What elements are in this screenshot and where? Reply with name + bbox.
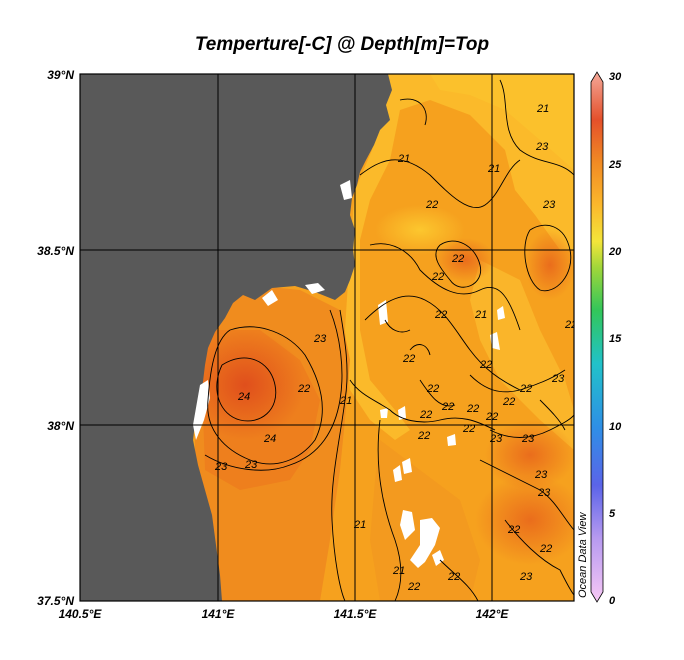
contour-label: 23 — [551, 373, 565, 385]
map-frame — [79, 73, 575, 602]
contour-label-group: 21 21 23 22 21 23 22 22 21 22 24 23 22 2… — [214, 103, 577, 593]
sea-cool-region — [430, 74, 574, 170]
contour-label: 22 — [419, 409, 432, 421]
lat-tick-label: 38.5°N — [37, 244, 74, 258]
colorbar-ramp — [590, 71, 604, 603]
colorbar-tick-label: 30 — [609, 71, 622, 83]
lon-tick-label: 142°E — [476, 607, 510, 621]
contour-label: 23 — [521, 433, 535, 445]
contour-label: 23 — [313, 333, 327, 345]
contour-label: 24 — [237, 391, 250, 403]
contour-label: 22 — [447, 571, 460, 583]
sea-warm-region — [185, 330, 305, 440]
colorbar-tick-label: 0 — [609, 595, 616, 607]
colorbar-tick-label: 15 — [609, 333, 622, 345]
lon-tick-label: 141.5°E — [334, 607, 378, 621]
contour-label: 23 — [535, 141, 549, 153]
contour-label: 21 — [536, 103, 549, 115]
contour-label: 22 — [479, 359, 492, 371]
contour-label: 23 — [489, 433, 503, 445]
map-plot-area: 21 21 23 22 21 23 22 22 21 22 24 23 22 2… — [80, 74, 577, 601]
contour-label: 22 — [502, 396, 515, 408]
contour-label: 21 — [392, 565, 405, 577]
contour-label: 23 — [519, 571, 533, 583]
lat-tick-label: 39°N — [47, 68, 74, 82]
contour-label: 22 — [425, 199, 438, 211]
lat-tick-label: 38°N — [47, 419, 74, 433]
contour-label: 23 — [214, 461, 228, 473]
contour-label: 23 — [537, 487, 551, 499]
contour-label: 21 — [474, 309, 487, 321]
contour-label: 22 — [431, 271, 444, 283]
colorbar-tick-label: 25 — [608, 159, 622, 171]
contour-label: 22 — [451, 253, 464, 265]
contour-label: 22 — [417, 430, 430, 442]
lon-tick-label: 140.5°E — [59, 607, 103, 621]
contour-label: 23 — [244, 459, 258, 471]
contour-label: 22 — [426, 383, 439, 395]
colorbar-tick-label: 10 — [609, 421, 622, 433]
contour-label: 24 — [263, 433, 276, 445]
lon-tick-label: 141°E — [202, 607, 236, 621]
lat-tick-label: 37.5°N — [37, 594, 74, 608]
contour-label: 21 — [339, 395, 352, 407]
contour-label: 22 — [519, 383, 532, 395]
contour-label: 22 — [466, 403, 479, 415]
contour-label: 22 — [441, 401, 454, 413]
land-mass — [80, 74, 392, 601]
contour-lines — [204, 79, 574, 601]
contour-label: 21 — [353, 519, 366, 531]
colorbar-tick-label: 20 — [608, 246, 622, 258]
map-title: Temperture[-C] @ Depth[m]=Top — [194, 34, 490, 55]
longitude-axis: 140.5°E 141°E 141.5°E 142°E — [59, 607, 510, 621]
sea-cool-region — [375, 205, 465, 255]
colorbar: 30 25 20 15 10 5 0 — [590, 71, 622, 607]
contour-label: 22 — [407, 581, 420, 593]
sea-cool-region — [470, 260, 574, 450]
contour-label: 22 — [402, 353, 415, 365]
graticule — [80, 74, 574, 601]
ocean-data-view-watermark: Ocean Data View — [577, 512, 589, 598]
sea-cool-region — [345, 74, 574, 440]
contour-label: 22 — [507, 524, 520, 536]
contour-label: 21 — [397, 153, 410, 165]
contour-label: 22 — [539, 543, 552, 555]
contour-label: 23 — [542, 199, 556, 211]
contour-label: 23 — [534, 469, 548, 481]
contour-label: 22 — [297, 383, 310, 395]
contour-label: 22 — [462, 423, 475, 435]
contour-label: 21 — [487, 163, 500, 175]
colorbar-tick-label: 5 — [609, 508, 616, 520]
contour-label: 22 — [434, 309, 447, 321]
sea-warm-region — [435, 238, 495, 282]
sea-warm-region — [485, 420, 574, 490]
contour-label: 22 — [564, 319, 577, 331]
latitude-axis: 39°N 38.5°N 38°N 37.5°N — [37, 68, 74, 608]
